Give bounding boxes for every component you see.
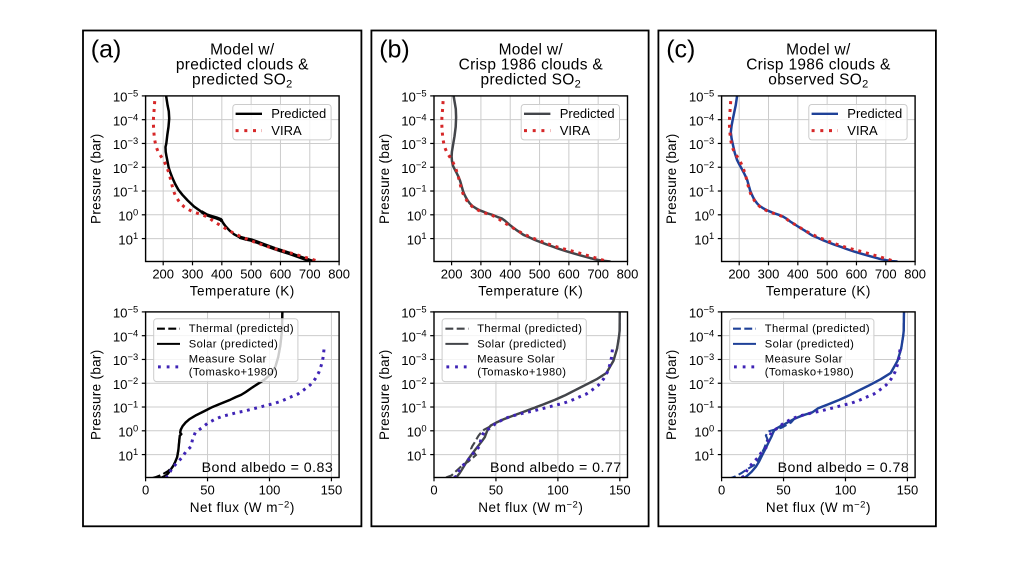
svg-text:50: 50 [776,483,790,498]
svg-text:Pressure (bar): Pressure (bar) [664,349,679,439]
svg-text:Measure Solar: Measure Solar [189,353,267,365]
svg-text:(b): (b) [379,35,410,63]
svg-text:800: 800 [617,267,639,282]
svg-text:Pressure (bar): Pressure (bar) [89,133,104,223]
svg-text:(Tomasko+1980): (Tomasko+1980) [189,367,278,379]
svg-text:Bond albedo = 0.78: Bond albedo = 0.78 [778,460,910,476]
svg-text:Thermal (predicted): Thermal (predicted) [189,323,294,335]
svg-text:Model w/: Model w/ [499,41,564,58]
svg-text:VIRA: VIRA [560,123,591,138]
svg-text:Predicted: Predicted [560,106,615,121]
svg-text:Temperature (K): Temperature (K) [190,283,295,298]
svg-text:Temperature (K): Temperature (K) [478,283,583,298]
svg-text:Temperature (K): Temperature (K) [766,283,871,298]
svg-text:300: 300 [758,267,780,282]
svg-text:Crisp 1986 clouds &: Crisp 1986 clouds & [746,56,891,73]
svg-text:(a): (a) [91,35,122,63]
svg-text:Pressure (bar): Pressure (bar) [377,133,392,223]
svg-text:200: 200 [441,267,463,282]
svg-text:700: 700 [587,267,609,282]
svg-text:150: 150 [609,483,631,498]
svg-text:Predicted: Predicted [847,106,902,121]
svg-text:VIRA: VIRA [271,123,302,138]
svg-text:Model w/: Model w/ [210,41,275,58]
svg-text:(c): (c) [666,35,695,63]
svg-text:50: 50 [489,483,503,498]
svg-text:predicted SO2: predicted SO2 [481,71,582,90]
svg-text:Solar (predicted): Solar (predicted) [765,338,855,350]
svg-text:Solar (predicted): Solar (predicted) [477,338,567,350]
svg-text:150: 150 [321,483,343,498]
svg-text:400: 400 [211,267,233,282]
svg-text:Thermal (predicted): Thermal (predicted) [765,323,870,335]
svg-text:Net flux (W m−2): Net flux (W m−2) [190,499,295,515]
svg-text:Pressure (bar): Pressure (bar) [664,133,679,223]
svg-text:Predicted: Predicted [271,106,326,121]
svg-text:observed SO2: observed SO2 [768,71,868,90]
svg-text:Thermal (predicted): Thermal (predicted) [477,323,582,335]
svg-text:Solar (predicted): Solar (predicted) [189,338,278,350]
svg-text:(Tomasko+1980): (Tomasko+1980) [765,367,854,379]
svg-text:700: 700 [875,267,897,282]
svg-text:300: 300 [182,267,204,282]
svg-text:100: 100 [835,483,857,498]
svg-text:Pressure (bar): Pressure (bar) [377,349,392,439]
svg-text:200: 200 [152,267,174,282]
svg-text:0: 0 [430,483,437,498]
svg-text:50: 50 [200,483,214,498]
svg-text:Net flux (W m−2): Net flux (W m−2) [766,499,871,515]
svg-text:800: 800 [328,267,350,282]
svg-text:600: 600 [846,267,868,282]
svg-text:predicted SO2: predicted SO2 [192,71,292,90]
svg-text:800: 800 [904,267,926,282]
svg-text:500: 500 [816,267,838,282]
svg-text:Bond albedo = 0.77: Bond albedo = 0.77 [490,460,622,476]
svg-text:600: 600 [558,267,580,282]
svg-text:Net flux (W m−2): Net flux (W m−2) [478,499,583,515]
svg-text:Pressure (bar): Pressure (bar) [89,349,104,439]
svg-text:200: 200 [728,267,750,282]
svg-text:700: 700 [299,267,321,282]
svg-text:Crisp 1986 clouds &: Crisp 1986 clouds & [459,56,604,73]
svg-text:100: 100 [259,483,281,498]
svg-text:150: 150 [897,483,919,498]
svg-text:500: 500 [240,267,262,282]
svg-text:VIRA: VIRA [847,123,878,138]
svg-text:0: 0 [142,483,149,498]
svg-text:0: 0 [718,483,725,498]
svg-text:300: 300 [470,267,492,282]
svg-text:600: 600 [270,267,292,282]
svg-text:100: 100 [547,483,569,498]
svg-text:Model w/: Model w/ [786,41,851,58]
svg-text:Measure Solar: Measure Solar [765,353,843,365]
svg-text:500: 500 [529,267,551,282]
svg-text:Measure Solar: Measure Solar [477,353,555,365]
svg-text:400: 400 [499,267,521,282]
svg-text:400: 400 [787,267,809,282]
svg-text:Bond albedo = 0.83: Bond albedo = 0.83 [202,460,334,476]
svg-text:(Tomasko+1980): (Tomasko+1980) [477,367,566,379]
svg-text:predicted clouds &: predicted clouds & [176,56,309,73]
